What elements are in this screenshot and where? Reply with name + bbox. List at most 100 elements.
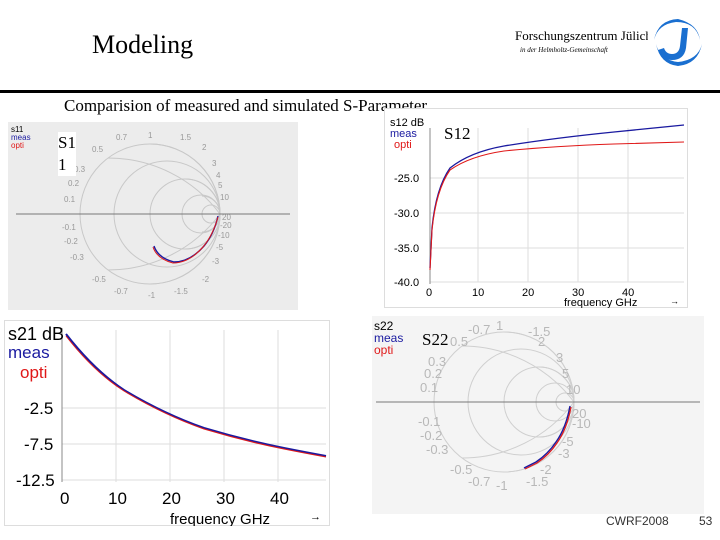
s11-tick: -1 bbox=[148, 291, 156, 300]
s11-tick: -1.5 bbox=[174, 287, 188, 296]
s11-tick: 3 bbox=[212, 159, 217, 168]
s21-x-tick: 20 bbox=[162, 489, 181, 508]
s11-opti-trace bbox=[152, 216, 219, 264]
s12-y-tick: -25.0 bbox=[394, 173, 419, 185]
s12-x-tick: 20 bbox=[522, 287, 534, 299]
s21-x-label: frequency GHz bbox=[170, 511, 270, 526]
s22-legend-opti: opti bbox=[374, 343, 393, 357]
footer-conference: CWRF2008 bbox=[606, 514, 669, 528]
s21-legend-meas: meas bbox=[8, 343, 50, 362]
s12-x-tick: 0 bbox=[426, 287, 432, 299]
s21-opti-trace bbox=[65, 335, 327, 458]
s11-tick: 0.2 bbox=[68, 179, 80, 188]
s11-legend-title: s11 bbox=[11, 125, 24, 134]
s22-tick: -0.1 bbox=[418, 414, 440, 429]
s22-tick: -10 bbox=[572, 416, 591, 431]
s22-tick: 0.5 bbox=[450, 334, 468, 349]
s22-label: S22 bbox=[422, 330, 449, 349]
s12-y-tick: -40.0 bbox=[394, 277, 419, 289]
s22-tick: 0.2 bbox=[424, 366, 442, 381]
s21-legend-title: s21 dB bbox=[8, 324, 64, 344]
s22-tick: -2 bbox=[540, 462, 552, 477]
s21-legend-opti: opti bbox=[20, 363, 47, 382]
s21-x-tick: 10 bbox=[108, 489, 127, 508]
s22-tick: -0.2 bbox=[420, 428, 442, 443]
s12-label: S12 bbox=[444, 124, 471, 144]
s11-tick: -0.7 bbox=[114, 287, 128, 296]
s21-y-tick: -12.5 bbox=[16, 471, 55, 490]
s11-tick: 0.5 bbox=[92, 145, 104, 154]
s11-tick: -0.1 bbox=[62, 223, 76, 232]
s11-smith-chart: 0.7 1 1.5 0.5 0.3 0.2 0.1 2 3 4 5 10 20 … bbox=[8, 122, 298, 310]
s11-tick: 1.5 bbox=[180, 133, 192, 142]
s11-tick: -2 bbox=[202, 275, 210, 284]
s21-y-tick: -2.5 bbox=[24, 399, 53, 418]
s22-legend-title: s22 bbox=[374, 319, 394, 333]
page-number: 53 bbox=[699, 514, 713, 528]
s22-tick: 2 bbox=[538, 334, 545, 349]
s22-meas-trace bbox=[523, 405, 571, 469]
s21-x-tick: 0 bbox=[60, 489, 69, 508]
s22-tick: -0.7 bbox=[468, 322, 490, 337]
header-rule bbox=[0, 90, 720, 93]
s22-tick: -0.7 bbox=[468, 474, 490, 489]
institute-name: Forschungszentrum Jülich bbox=[515, 28, 652, 43]
s21-x-tick: 30 bbox=[216, 489, 235, 508]
s21-plot: s21 dB meas opti -2.5 -7.5 -12.5 0 10 20… bbox=[4, 320, 330, 526]
s11-tick: 10 bbox=[220, 193, 229, 202]
s11-tick: 20 bbox=[222, 213, 231, 222]
s21-x-tick: 40 bbox=[270, 489, 289, 508]
s12-x-tick: 30 bbox=[572, 287, 584, 299]
s11-tick: 0.3 bbox=[74, 165, 86, 174]
s12-meas-trace bbox=[429, 124, 685, 269]
s12-legend-opti: opti bbox=[394, 139, 412, 151]
s22-opti-trace bbox=[524, 406, 572, 470]
arrow-right-icon: → bbox=[310, 511, 321, 523]
s22-tick: 3 bbox=[556, 350, 563, 365]
s11-label: S1 1 bbox=[58, 132, 76, 176]
s11-tick: 0.7 bbox=[116, 133, 128, 142]
s22-tick: -3 bbox=[558, 446, 570, 461]
s21-meas-trace bbox=[65, 333, 327, 457]
s22-tick: 10 bbox=[566, 382, 580, 397]
s11-legend-opti: opti bbox=[11, 141, 24, 150]
s11-tick: 0.1 bbox=[64, 195, 76, 204]
s11-tick: 4 bbox=[216, 171, 221, 180]
s22-tick: -5 bbox=[562, 434, 574, 449]
s22-tick: -0.3 bbox=[426, 442, 448, 457]
s11-tick: 2 bbox=[202, 143, 207, 152]
s22-tick: 0.1 bbox=[420, 380, 438, 395]
s11-tick: -0.5 bbox=[92, 275, 106, 284]
s12-plot: s12 dB meas opti -25.0 -30.0 -35.0 -40.0… bbox=[384, 108, 688, 308]
s22-tick: -1.5 bbox=[528, 324, 550, 339]
s11-tick: -5 bbox=[216, 243, 224, 252]
s11-legend-meas: meas bbox=[11, 133, 31, 142]
fz-juelich-logo bbox=[648, 14, 708, 70]
s11-tick: 1 bbox=[148, 131, 153, 140]
s22-tick: 20 bbox=[572, 406, 586, 421]
s22-legend-meas: meas bbox=[374, 331, 403, 345]
s11-tick: 5 bbox=[218, 181, 223, 190]
s22-tick: -1.5 bbox=[526, 474, 548, 489]
s11-tick: -3 bbox=[212, 257, 220, 266]
s11-tick: -20 bbox=[220, 221, 232, 230]
s22-smith-chart: -0.7 1 -1.5 0.5 2 0.3 3 0.2 5 0.1 10 -0.… bbox=[372, 316, 704, 514]
s22-tick: 5 bbox=[562, 366, 569, 381]
s12-y-tick: -35.0 bbox=[394, 243, 419, 255]
s21-y-tick: -7.5 bbox=[24, 435, 53, 454]
s12-legend-meas: meas bbox=[390, 128, 417, 140]
s12-x-tick: 40 bbox=[622, 287, 634, 299]
s22-tick: 0.3 bbox=[428, 354, 446, 369]
slide-subtitle: Comparision of measured and simulated S-… bbox=[64, 96, 428, 115]
institute-subtitle: in der Helmholtz-Gemeinschaft bbox=[520, 46, 608, 54]
s11-tick: -0.3 bbox=[70, 253, 84, 262]
slide-title: Modeling bbox=[92, 30, 194, 59]
s22-tick: 1 bbox=[496, 318, 503, 333]
s12-x-tick: 10 bbox=[472, 287, 484, 299]
arrow-right-icon: → bbox=[670, 296, 679, 306]
s11-tick: -0.2 bbox=[64, 237, 78, 246]
s12-legend-title: s12 dB bbox=[390, 117, 424, 129]
s12-x-label: frequency GHz bbox=[564, 297, 637, 308]
s11-tick: -10 bbox=[218, 231, 230, 240]
s22-tick: -1 bbox=[496, 478, 508, 493]
